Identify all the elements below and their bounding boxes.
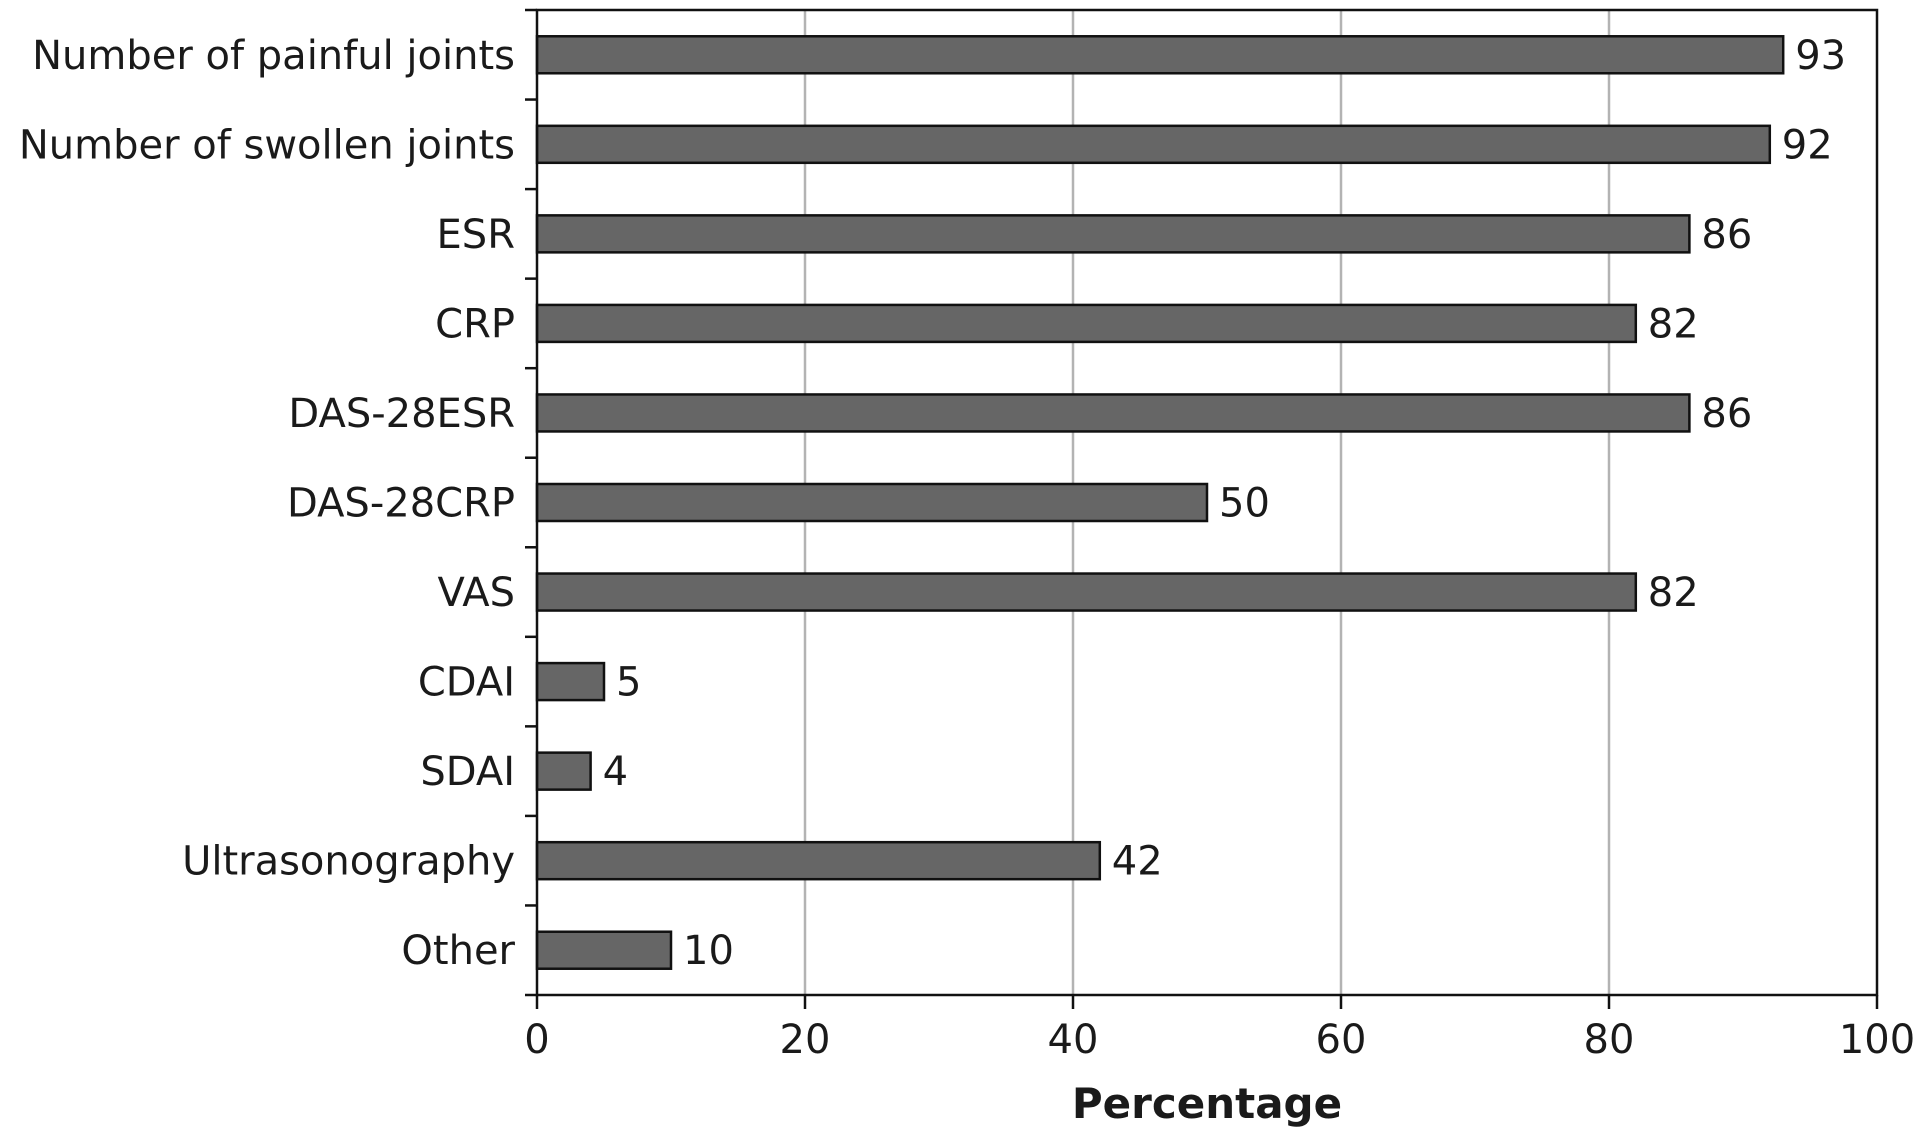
x-tick-labels: 0 20 40 60 80 100 (524, 1017, 1914, 1063)
data-label-8: 4 (603, 749, 628, 795)
bar-5 (535, 482, 1209, 523)
bar-6 (535, 572, 1638, 612)
bars (535, 35, 1785, 970)
category-label-1: Number of swollen joints (19, 122, 515, 168)
axis-ticks (525, 8, 1879, 1009)
category-label-8: SDAI (420, 749, 515, 795)
data-label-6: 82 (1648, 570, 1699, 616)
data-label-3: 82 (1648, 301, 1699, 347)
bar-4 (535, 393, 1691, 433)
category-labels: Number of painful joints Number of swolle… (19, 33, 516, 974)
x-tick-label-60: 60 (1316, 1017, 1367, 1063)
bar-2 (535, 214, 1691, 254)
bar-10 (535, 930, 673, 970)
bar-3 (535, 303, 1638, 344)
x-tick-label-0: 0 (524, 1017, 549, 1063)
bar-7 (535, 661, 606, 702)
bar-9 (535, 840, 1102, 881)
data-label-0: 93 (1795, 33, 1846, 79)
category-label-7: CDAI (418, 660, 515, 706)
bar-8 (535, 751, 592, 791)
data-label-9: 42 (1112, 839, 1163, 885)
x-axis-title: Percentage (1072, 1079, 1342, 1128)
plot-frame (535, 8, 1879, 997)
category-label-10: Other (401, 928, 515, 974)
data-label-5: 50 (1219, 481, 1270, 527)
category-label-2: ESR (437, 212, 515, 258)
data-label-1: 92 (1782, 122, 1833, 168)
category-label-6: VAS (437, 570, 515, 616)
data-label-4: 86 (1701, 391, 1752, 437)
x-tick-label-100: 100 (1839, 1017, 1914, 1063)
x-tick-label-80: 80 (1584, 1017, 1635, 1063)
x-tick-label-20: 20 (780, 1017, 831, 1063)
category-label-5: DAS-28CRP (287, 481, 515, 527)
category-label-3: CRP (435, 301, 515, 347)
data-label-10: 10 (683, 928, 734, 974)
category-label-0: Number of painful joints (32, 33, 515, 79)
data-label-2: 86 (1701, 212, 1752, 258)
data-label-7: 5 (616, 660, 641, 706)
category-label-4: DAS-28ESR (288, 391, 515, 437)
bar-1 (535, 124, 1772, 165)
category-label-9: Ultrasonography (182, 839, 515, 885)
bar-0 (535, 35, 1785, 75)
x-tick-label-40: 40 (1048, 1017, 1099, 1063)
